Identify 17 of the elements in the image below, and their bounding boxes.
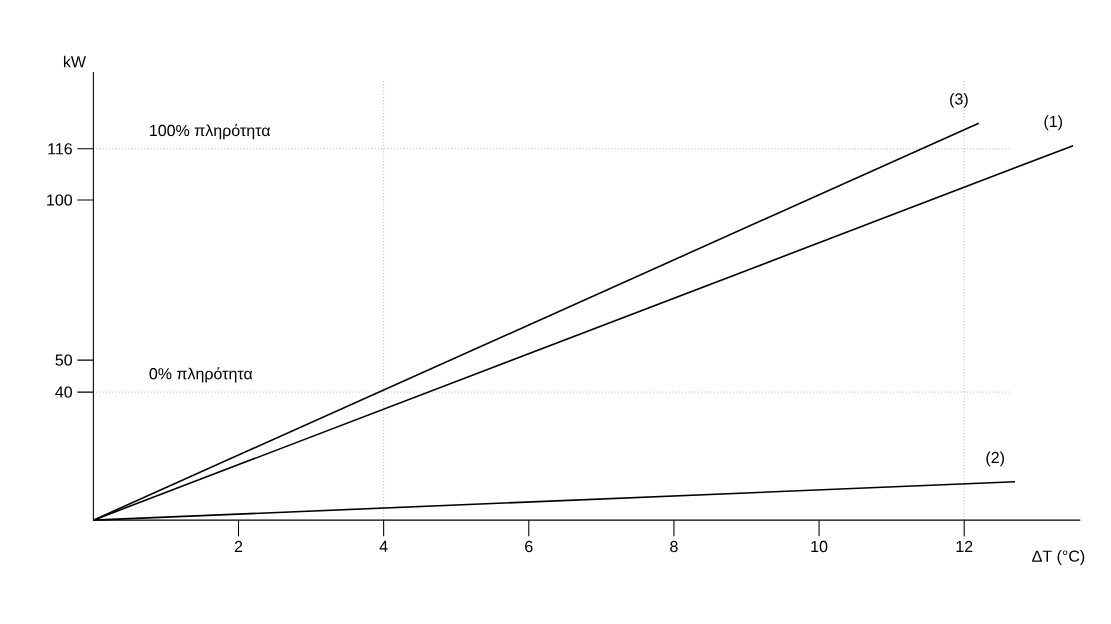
ref-line-label: 0% πληρότητα: [149, 367, 253, 383]
x-tick-label: 8: [670, 540, 678, 553]
x-tick-label: 6: [525, 540, 533, 553]
y-tick-label: 100: [47, 194, 73, 206]
y-tick-label: 40: [55, 386, 73, 398]
y-tick-label: 50: [55, 354, 73, 366]
series-label: (2): [986, 451, 1004, 467]
x-tick-label: 10: [811, 540, 828, 553]
x-tick-label: 4: [379, 540, 388, 552]
x-tick-label: 2: [234, 540, 243, 552]
series-label: (1): [1044, 115, 1063, 131]
series-label: (3): [950, 92, 968, 108]
ref-line-label: 100% πληρότητα: [150, 123, 271, 140]
y-tick-label: 116: [48, 143, 72, 155]
x-tick-label: 12: [956, 540, 973, 552]
y-axis-title: kW: [63, 55, 86, 68]
x-axis-title: ΔT (°C): [1032, 549, 1085, 565]
